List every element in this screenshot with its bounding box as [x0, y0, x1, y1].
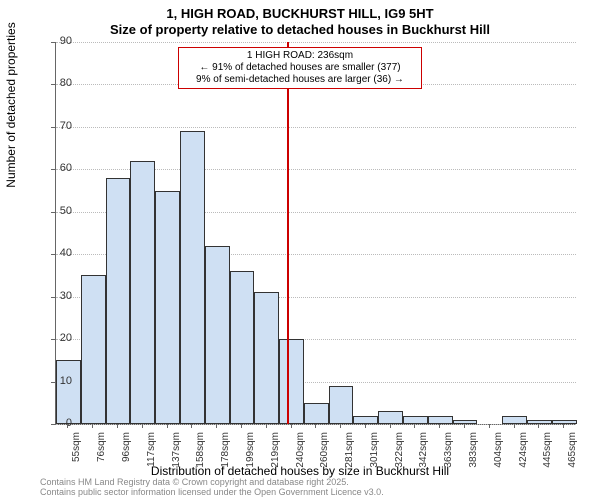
x-tick [414, 424, 415, 428]
x-tick [92, 424, 93, 428]
y-tick [51, 254, 55, 255]
histogram-bar [56, 360, 81, 424]
histogram-bar [254, 292, 279, 424]
x-tick [489, 424, 490, 428]
chart-container: 1, HIGH ROAD, BUCKHURST HILL, IG9 5HT Si… [0, 0, 600, 500]
x-tick-label: 363sqm [443, 432, 454, 482]
x-tick [315, 424, 316, 428]
histogram-bar [279, 339, 304, 424]
footer-attribution: Contains HM Land Registry data © Crown c… [40, 478, 384, 498]
annotation-box: 1 HIGH ROAD: 236sqm← 91% of detached hou… [178, 47, 422, 89]
x-tick-label: 404sqm [493, 432, 504, 482]
histogram-bar [378, 411, 403, 424]
x-tick [142, 424, 143, 428]
histogram-bar [205, 246, 230, 424]
y-tick-label: 10 [32, 375, 72, 387]
title-line-1: 1, HIGH ROAD, BUCKHURST HILL, IG9 5HT [0, 6, 600, 21]
histogram-bar [453, 420, 478, 424]
annotation-line-2: ← 91% of detached houses are smaller (37… [183, 62, 417, 74]
histogram-bar [552, 420, 577, 424]
histogram-bar [304, 403, 329, 424]
y-tick-label: 0 [32, 417, 72, 429]
x-tick [67, 424, 68, 428]
histogram-bar [180, 131, 205, 424]
x-tick-label: 465sqm [567, 432, 578, 482]
histogram-bar [329, 386, 354, 424]
y-tick [51, 424, 55, 425]
y-tick [51, 127, 55, 128]
x-tick-label: 281sqm [344, 432, 355, 482]
gridline [56, 127, 576, 128]
histogram-bar [502, 416, 527, 424]
x-tick-label: 260sqm [319, 432, 330, 482]
x-tick-label: 219sqm [270, 432, 281, 482]
x-tick-label: 240sqm [295, 432, 306, 482]
x-tick [291, 424, 292, 428]
property-marker-line [287, 42, 289, 424]
histogram-bar [527, 420, 552, 424]
title-line-2: Size of property relative to detached ho… [0, 22, 600, 37]
x-tick-label: 322sqm [394, 432, 405, 482]
histogram-bar [353, 416, 378, 424]
y-tick-label: 50 [32, 205, 72, 217]
x-tick [439, 424, 440, 428]
x-tick [538, 424, 539, 428]
histogram-bar [230, 271, 255, 424]
chart-plot-area: 1 HIGH ROAD: 236sqm← 91% of detached hou… [55, 42, 576, 425]
y-tick-label: 30 [32, 290, 72, 302]
y-tick [51, 297, 55, 298]
y-tick [51, 212, 55, 213]
histogram-bar [155, 191, 180, 424]
x-tick [241, 424, 242, 428]
histogram-bar [106, 178, 131, 424]
x-tick-label: 424sqm [518, 432, 529, 482]
y-axis-label: Number of detached properties [4, 0, 18, 230]
x-tick [191, 424, 192, 428]
histogram-bar [428, 416, 453, 424]
x-tick [117, 424, 118, 428]
x-tick-label: 55sqm [71, 432, 82, 482]
annotation-line-3: 9% of semi-detached houses are larger (3… [183, 74, 417, 86]
histogram-bar [403, 416, 428, 424]
y-tick-label: 40 [32, 247, 72, 259]
y-tick-label: 20 [32, 332, 72, 344]
y-tick-label: 90 [32, 35, 72, 47]
x-tick-label: 199sqm [245, 432, 256, 482]
y-tick-label: 60 [32, 162, 72, 174]
x-tick [390, 424, 391, 428]
x-tick [464, 424, 465, 428]
x-tick-label: 383sqm [468, 432, 479, 482]
y-tick-label: 70 [32, 120, 72, 132]
x-tick-label: 301sqm [369, 432, 380, 482]
x-tick [514, 424, 515, 428]
x-tick [365, 424, 366, 428]
y-tick-label: 80 [32, 77, 72, 89]
footer-line-2: Contains public sector information licen… [40, 488, 384, 498]
x-tick [167, 424, 168, 428]
x-tick-label: 445sqm [542, 432, 553, 482]
y-tick [51, 382, 55, 383]
x-tick-label: 76sqm [96, 432, 107, 482]
gridline [56, 42, 576, 43]
x-tick-label: 342sqm [418, 432, 429, 482]
x-tick [216, 424, 217, 428]
x-tick [340, 424, 341, 428]
x-tick-label: 96sqm [121, 432, 132, 482]
x-tick-label: 158sqm [195, 432, 206, 482]
x-tick-label: 137sqm [171, 432, 182, 482]
y-tick [51, 169, 55, 170]
histogram-bar [130, 161, 155, 424]
y-tick [51, 42, 55, 43]
annotation-line-1: 1 HIGH ROAD: 236sqm [183, 50, 417, 62]
x-tick-label: 178sqm [220, 432, 231, 482]
x-tick-label: 117sqm [146, 432, 157, 482]
x-tick [563, 424, 564, 428]
y-tick [51, 339, 55, 340]
histogram-bar [81, 275, 106, 424]
y-tick [51, 84, 55, 85]
x-tick [266, 424, 267, 428]
